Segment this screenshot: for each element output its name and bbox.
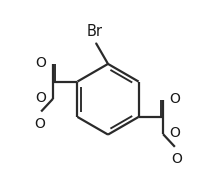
Text: O: O bbox=[169, 92, 180, 106]
Text: O: O bbox=[171, 152, 182, 166]
Text: O: O bbox=[34, 117, 45, 131]
Text: O: O bbox=[169, 126, 180, 140]
Text: O: O bbox=[36, 91, 47, 105]
Text: Br: Br bbox=[86, 24, 102, 39]
Text: O: O bbox=[36, 56, 47, 70]
